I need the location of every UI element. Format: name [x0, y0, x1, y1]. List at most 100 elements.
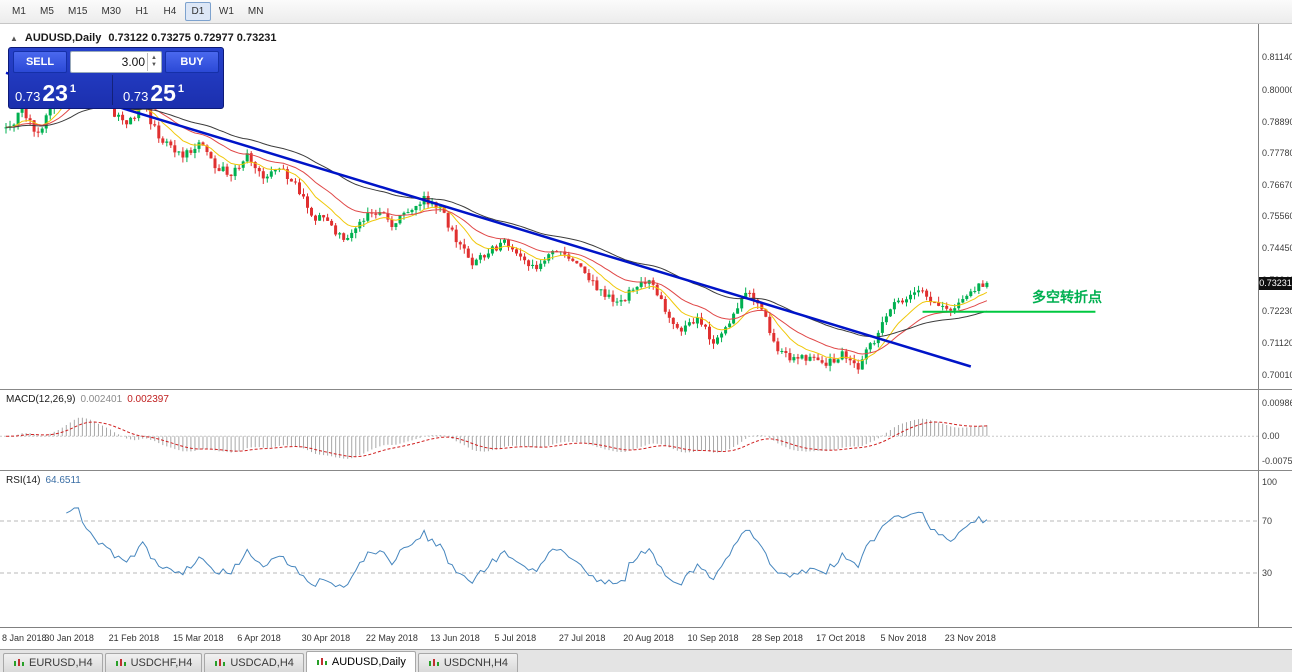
price-axis-label: 0.80000 — [1262, 84, 1292, 95]
date-axis-label: 10 Sep 2018 — [687, 633, 739, 643]
current-price-badge: 0.73231 — [1259, 276, 1292, 290]
chart-ohlc-values: 0.73122 0.73275 0.72977 0.73231 — [108, 32, 277, 44]
one-click-trade-panel: SELL 3.00 ▲ ▼ BUY 0.73 23 1 0.73 25 1 — [8, 47, 224, 109]
timeframe-button-m1[interactable]: M1 — [12, 6, 26, 17]
rsi-axis-label: 70 — [1262, 516, 1273, 526]
date-axis-label: 21 Feb 2018 — [108, 633, 160, 643]
chart-tab-icon — [428, 658, 440, 668]
rsi-axis-label: 30 — [1262, 568, 1273, 578]
date-axis-label: 23 Nov 2018 — [944, 633, 996, 643]
date-axis-label: 27 Jul 2018 — [558, 633, 606, 643]
date-axis-label: 30 Apr 2018 — [301, 633, 351, 643]
date-axis-label: 5 Jul 2018 — [494, 633, 537, 643]
timeframe-button-m30[interactable]: M30 — [101, 6, 121, 17]
chart-tab-icon — [13, 658, 25, 668]
macd-signal-value: 0.002397 — [127, 394, 169, 405]
timeframe-button-m15[interactable]: M15 — [68, 6, 88, 17]
price-axis-label: 0.77780 — [1262, 148, 1292, 159]
trend-reversal-annotation: 多空转折点 — [1032, 288, 1102, 305]
timeframe-button-w1[interactable]: W1 — [218, 6, 234, 17]
date-axis: 8 Jan 2018 30 Jan 2018 21 Feb 2018 15 Mar 2… — [0, 627, 1292, 649]
date-axis-label: 5 Nov 2018 — [880, 633, 927, 643]
tab-label: AUDUSD,Daily — [331, 656, 406, 668]
chart-tab-bar: EURUSD,H4 USDCHF,H4 USDCAD,H4 AUDUSD,Daily U… — [0, 649, 1292, 672]
rsi-value: 64.6511 — [45, 475, 81, 486]
tab-label: USDCNH,H4 — [443, 657, 509, 669]
sell-price-prefix: 0.73 — [15, 89, 41, 105]
price-axis-label: 0.81140 — [1262, 52, 1292, 63]
tab-label: USDCAD,H4 — [230, 657, 294, 669]
buy-button[interactable]: BUY — [165, 51, 219, 73]
date-axis-label: 15 Mar 2018 — [172, 633, 224, 643]
volume-spinner: ▲ ▼ — [147, 53, 160, 71]
sell-price-pip-digit: 1 — [69, 83, 77, 96]
trade-panel-top-row: SELL 3.00 ▲ ▼ BUY — [13, 51, 219, 73]
timeframe-toolbar: M1 M5 M15 M30 H1 H4 D1 W1 MN — [0, 0, 1292, 24]
price-axis-label: 0.75560 — [1262, 211, 1292, 222]
buy-price-pip-digit: 1 — [177, 83, 185, 96]
chart-tab-icon — [214, 658, 226, 668]
timeframe-button-m5[interactable]: M5 — [40, 6, 54, 17]
date-axis-label: 30 Jan 2018 — [44, 633, 94, 643]
price-axis-label: 0.74450 — [1262, 243, 1292, 254]
sell-button[interactable]: SELL — [13, 51, 67, 73]
tab-usdchf-h4[interactable]: USDCHF,H4 — [104, 653, 203, 672]
price-divider — [112, 75, 113, 105]
buy-price-button[interactable]: 0.73 25 1 — [116, 80, 217, 107]
macd-chart[interactable] — [0, 390, 1258, 470]
rsi-axis: 100 70 30 — [1258, 471, 1292, 627]
sell-price-button[interactable]: 0.73 23 1 — [15, 80, 109, 107]
date-axis-label: 20 Aug 2018 — [623, 633, 674, 643]
main-price-axis: 0.81140 0.80000 0.78890 0.77780 0.76670 0.755… — [1258, 24, 1292, 389]
rsi-indicator-panel: RSI(14) 64.6511 100 70 30 — [0, 471, 1292, 627]
rsi-label: RSI(14) 64.6511 — [6, 475, 81, 486]
buy-price-prefix: 0.73 — [123, 89, 149, 105]
tab-label: EURUSD,H4 — [29, 657, 93, 669]
sell-price-big-digits: 23 — [42, 80, 68, 107]
tab-label: USDCHF,H4 — [130, 657, 193, 669]
tab-usdcnh-h4[interactable]: USDCNH,H4 — [417, 653, 519, 672]
macd-axis-label: -0.007543 — [1262, 456, 1292, 467]
tab-audusd-daily[interactable]: AUDUSD,Daily — [305, 651, 416, 672]
macd-axis-label: 0.00 — [1262, 431, 1280, 442]
buy-price-big-digits: 25 — [150, 80, 176, 107]
date-axis-label: 17 Oct 2018 — [816, 633, 866, 643]
price-axis-label: 0.71120 — [1262, 338, 1292, 349]
volume-down-arrow-icon[interactable]: ▼ — [151, 62, 157, 68]
timeframe-button-mn[interactable]: MN — [247, 6, 264, 17]
macd-axis: 0.009863 0.00 -0.007543 — [1258, 390, 1292, 470]
price-axis-label: 0.76670 — [1262, 179, 1292, 190]
date-axis-label: 8 Jan 2018 — [2, 633, 47, 643]
one-click-toggle-icon[interactable]: ▲ — [10, 33, 18, 43]
main-chart-panel: ▲ AUDUSD,Daily 0.73122 0.73275 0.72977 0… — [0, 24, 1292, 390]
date-axis-label: 13 Jun 2018 — [430, 633, 480, 643]
macd-title: MACD(12,26,9) — [6, 394, 76, 405]
tab-eurusd-h4[interactable]: EURUSD,H4 — [3, 653, 103, 672]
rsi-axis-label: 100 — [1262, 477, 1278, 487]
timeframe-button-h1[interactable]: H1 — [135, 6, 149, 17]
rsi-chart[interactable] — [0, 471, 1258, 626]
trade-panel-price-row: 0.73 23 1 0.73 25 1 — [13, 75, 219, 106]
price-axis-label: 0.72230 — [1262, 306, 1292, 317]
date-axis-label: 22 May 2018 — [365, 633, 418, 643]
price-axis-label: 0.78890 — [1262, 116, 1292, 127]
volume-up-arrow-icon[interactable]: ▲ — [151, 54, 157, 61]
tab-usdcad-h4[interactable]: USDCAD,H4 — [204, 653, 304, 672]
price-axis-label: 0.70010 — [1262, 369, 1292, 380]
macd-axis-label: 0.009863 — [1262, 398, 1292, 409]
volume-input[interactable]: 3.00 ▲ ▼ — [70, 51, 162, 73]
chart-header: ▲ AUDUSD,Daily 0.73122 0.73275 0.72977 0… — [10, 32, 277, 44]
date-axis-label: 28 Sep 2018 — [751, 633, 803, 643]
rsi-title: RSI(14) — [6, 475, 41, 486]
chart-symbol-label: AUDUSD,Daily — [24, 32, 102, 44]
chart-tab-icon — [115, 658, 127, 668]
macd-label: MACD(12,26,9) 0.002401 0.002397 — [6, 394, 169, 405]
timeframe-button-h4[interactable]: H4 — [163, 6, 177, 17]
date-axis-label: 6 Apr 2018 — [237, 633, 281, 643]
chart-tab-icon — [316, 657, 328, 667]
volume-value: 3.00 — [121, 55, 145, 69]
timeframe-button-d1[interactable]: D1 — [184, 2, 211, 21]
macd-main-value: 0.002401 — [80, 394, 123, 405]
